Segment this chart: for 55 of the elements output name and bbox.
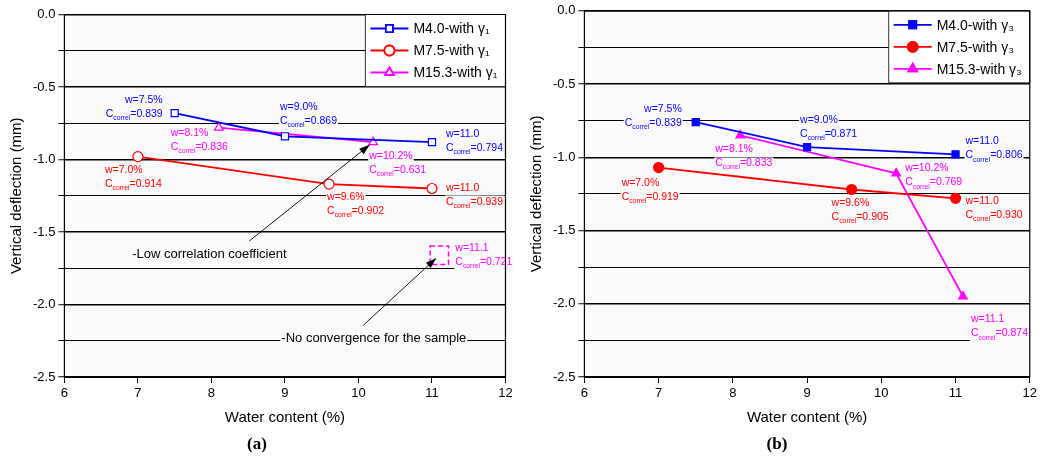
x-tick-label: 9 — [281, 385, 289, 401]
legend-label: M7.5-with γ₁ — [413, 42, 490, 59]
x-tick-label: 8 — [729, 385, 737, 401]
legend-label: M15.3-with γ₁ — [413, 64, 498, 81]
y-tick-label: -0.5 — [32, 78, 56, 94]
x-tick-label: 11 — [425, 385, 439, 401]
annotation: -No convergence for the sample — [281, 330, 467, 346]
legend-label: M4.0-with γ₃ — [936, 16, 1014, 33]
y-tick-label: -2.0 — [32, 296, 56, 312]
annotation: -Low correlation coefficient — [132, 246, 287, 262]
point — [951, 150, 960, 159]
point — [280, 132, 290, 141]
text: (b) — [766, 434, 788, 454]
point — [427, 137, 437, 147]
point — [426, 182, 438, 195]
x-tick-label: 8 — [207, 385, 216, 401]
y-tick-label: 0.0 — [37, 6, 56, 22]
y-tick-label: -1.5 — [32, 223, 56, 239]
x-tick-label: 6 — [60, 385, 69, 401]
point — [170, 108, 179, 118]
text: (a) — [247, 434, 267, 454]
x-tick-label: 10 — [351, 385, 366, 401]
x-tick-label: 7 — [134, 385, 142, 401]
point — [802, 142, 812, 152]
y-tick-label: -2.5 — [32, 368, 56, 384]
legend-label: M7.5-with γ₃ — [936, 38, 1014, 55]
x-tick-label: 10 — [874, 385, 889, 401]
point — [846, 183, 858, 196]
point — [891, 167, 902, 177]
x-axis-title: Water content (%) — [746, 407, 868, 425]
y-tick-label: -0.5 — [552, 75, 576, 91]
legend-label: M15.3-with γ₃ — [936, 60, 1022, 77]
point — [958, 290, 968, 300]
x-tick-label: 9 — [803, 385, 811, 401]
x-tick-label: 12 — [1022, 385, 1037, 401]
y-tick-label: -1.0 — [552, 148, 576, 164]
point — [653, 161, 665, 174]
point — [691, 117, 700, 127]
y-tick-label: -2.5 — [552, 368, 576, 384]
y-tick-label: -2.0 — [552, 295, 576, 311]
point — [429, 245, 450, 266]
x-tick-label: 11 — [948, 385, 963, 401]
y-tick-label: 0.0 — [557, 2, 576, 18]
point — [323, 178, 335, 190]
x-tick-label: 6 — [580, 385, 589, 401]
y-tick-label: -1.5 — [552, 222, 576, 238]
y-axis-title: Vertical deflection (mm) — [527, 115, 545, 273]
y-tick-label: -1.0 — [32, 151, 56, 167]
x-tick-label: 12 — [498, 385, 513, 401]
point — [132, 151, 144, 163]
point — [949, 192, 962, 204]
x-tick-label: 7 — [655, 385, 663, 401]
x-axis-title: Water content (%) — [224, 407, 346, 425]
legend-label: M4.0-with γ₁ — [413, 20, 490, 37]
y-axis-title: Vertical deflection (mm) — [7, 117, 25, 275]
